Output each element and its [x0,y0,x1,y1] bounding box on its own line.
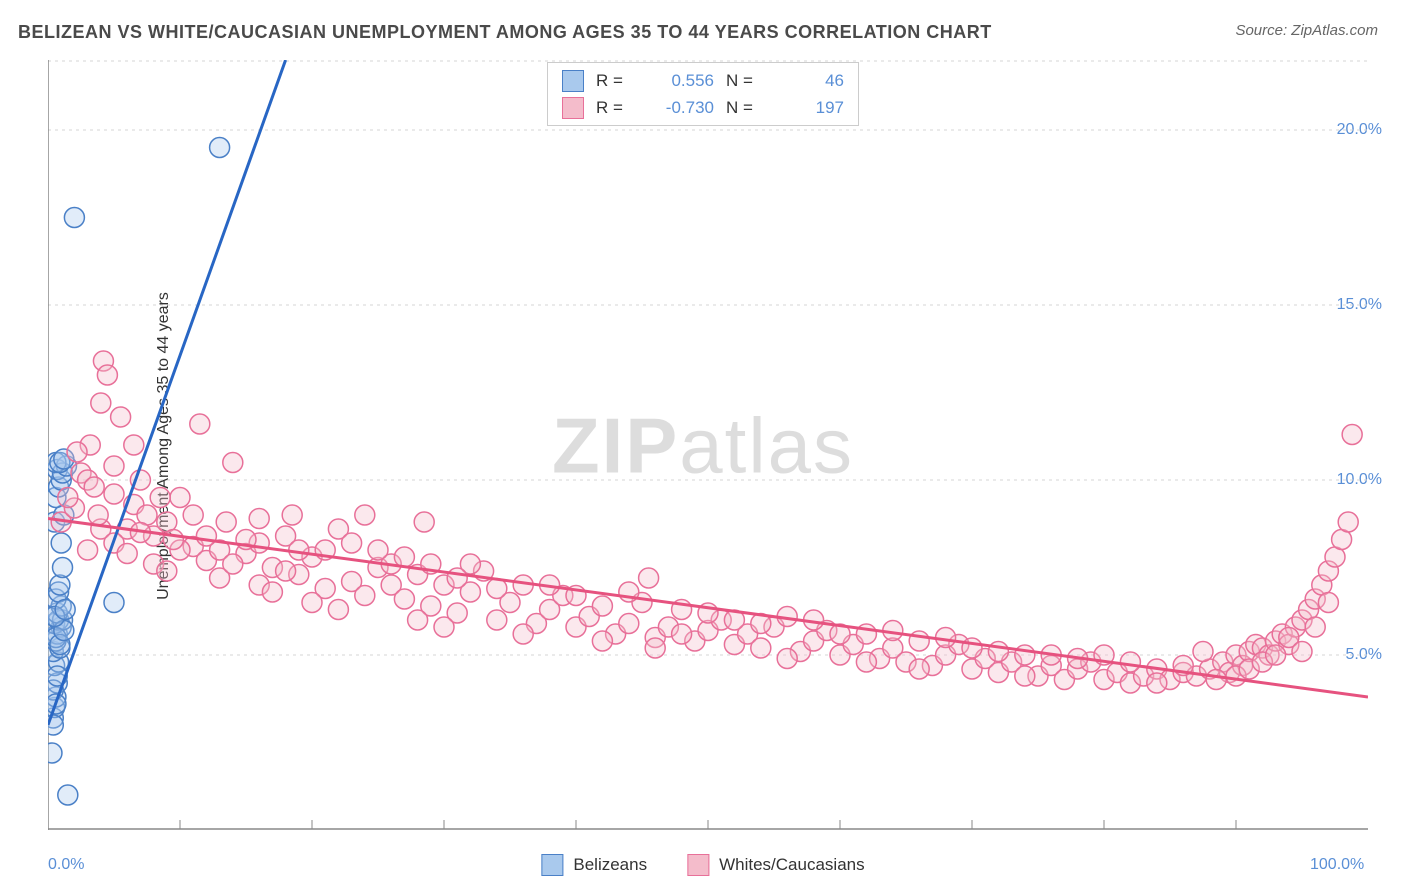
legend-row-belizeans: R = 0.556 N = 46 [562,67,844,94]
swatch-icon [541,854,563,876]
r-label: R = [596,67,632,94]
legend-item-belizeans: Belizeans [541,854,647,876]
r-value: 0.556 [644,67,714,94]
series-name: Belizeans [573,855,647,875]
r-label: R = [596,94,632,121]
source-label: Source: ZipAtlas.com [1235,22,1378,39]
swatch-icon [562,97,584,119]
scatter-plot [48,60,1368,830]
x-tick-label: 0.0% [48,856,84,874]
r-value: -0.730 [644,94,714,121]
x-tick-label: 100.0% [1310,856,1364,874]
legend-row-whites: R = -0.730 N = 197 [562,94,844,121]
chart-title: BELIZEAN VS WHITE/CAUCASIAN UNEMPLOYMENT… [18,22,992,43]
swatch-icon [562,70,584,92]
series-name: Whites/Caucasians [719,855,865,875]
series-legend: Belizeans Whites/Caucasians [541,854,864,876]
correlation-legend: R = 0.556 N = 46 R = -0.730 N = 197 [547,62,859,126]
swatch-icon [687,854,709,876]
n-value: 46 [774,67,844,94]
n-value: 197 [774,94,844,121]
legend-item-whites: Whites/Caucasians [687,854,865,876]
chart-container: BELIZEAN VS WHITE/CAUCASIAN UNEMPLOYMENT… [0,0,1406,892]
n-label: N = [726,67,762,94]
n-label: N = [726,94,762,121]
